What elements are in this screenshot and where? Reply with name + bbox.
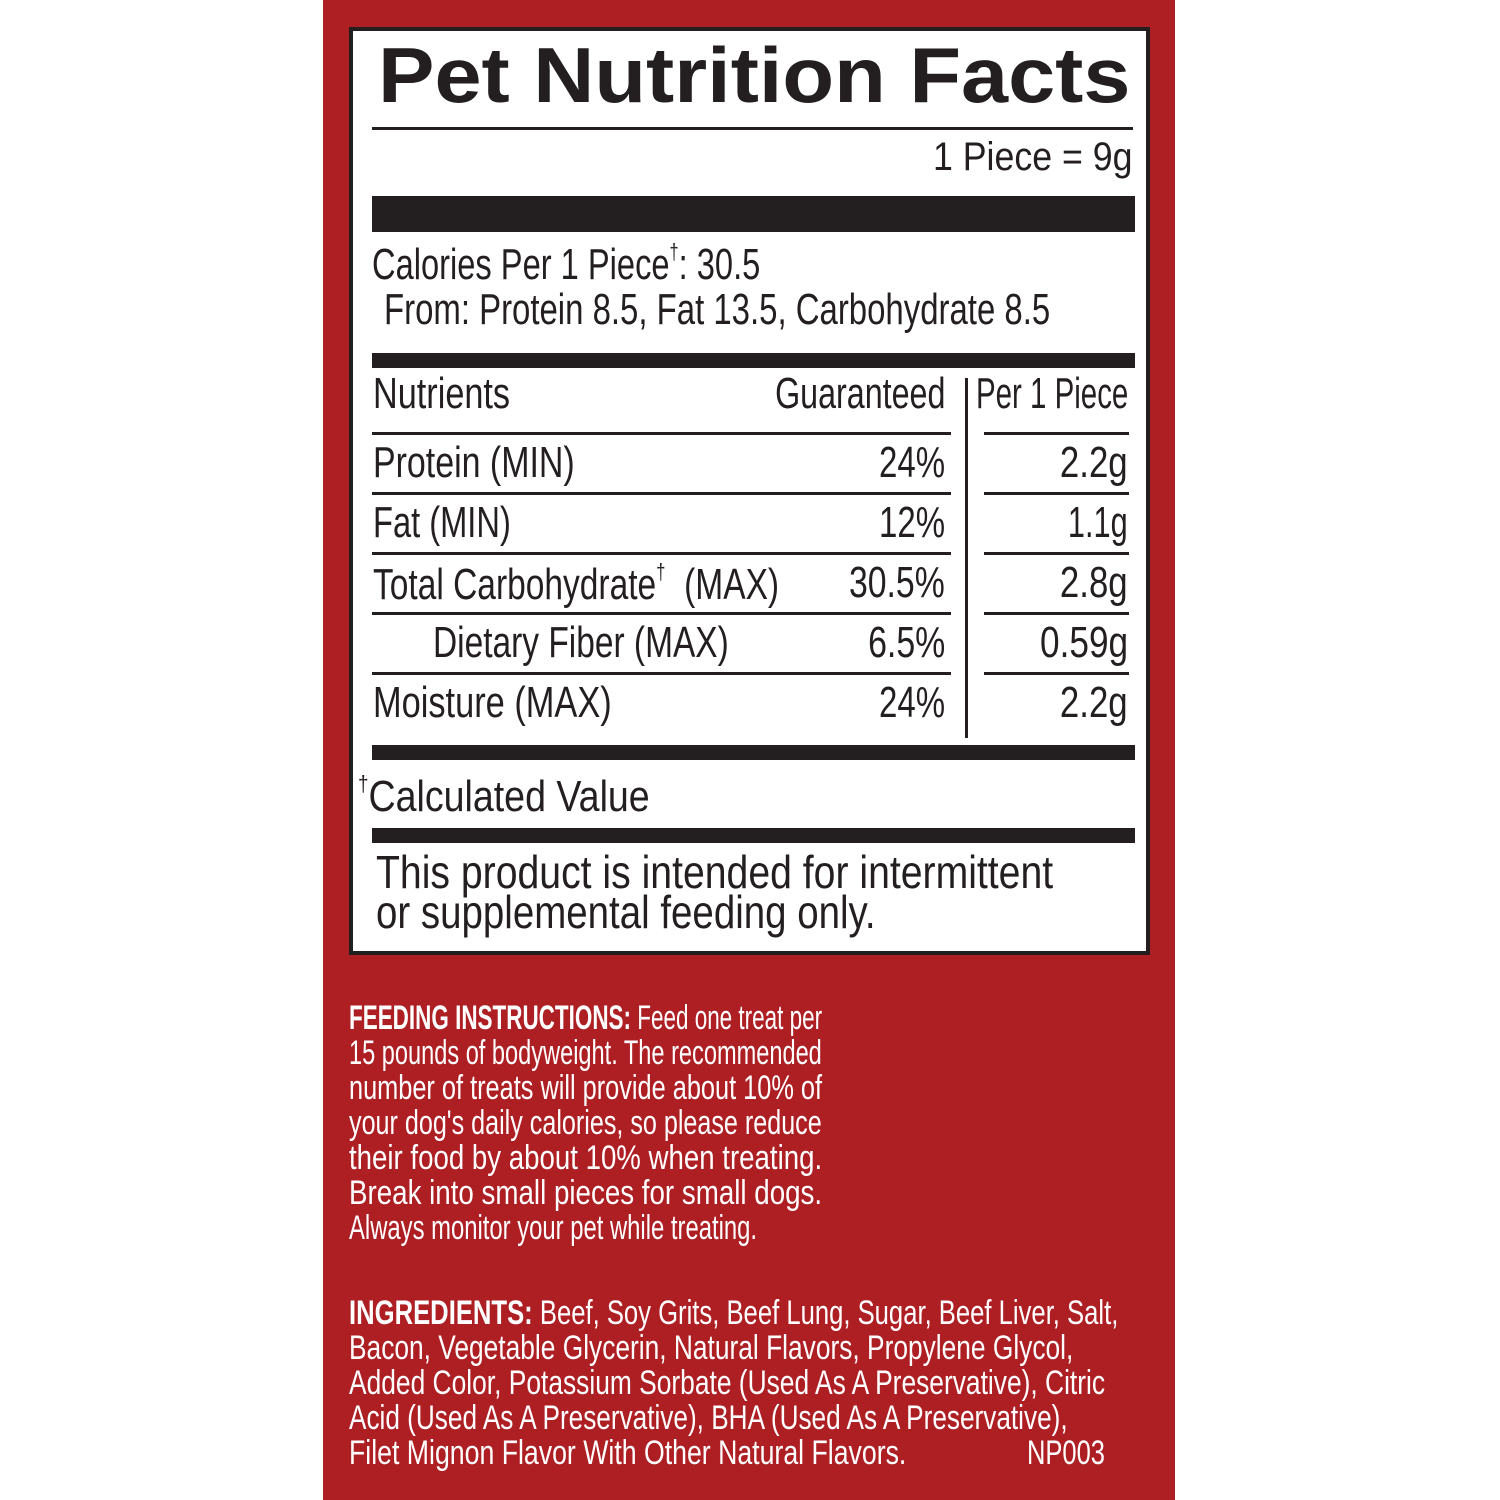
row-rule bbox=[372, 432, 951, 435]
footnote-calculated-value: †Calculated Value bbox=[358, 773, 650, 819]
calories-per-piece: Calories Per 1 Piece†: 30.5 bbox=[372, 241, 760, 287]
row-rule bbox=[372, 552, 951, 555]
guaranteed-value: 30.5% bbox=[849, 558, 945, 607]
per-piece-value: 0.59g bbox=[1039, 618, 1128, 667]
guaranteed-value: 24% bbox=[878, 438, 945, 487]
per-piece-value: 2.2g bbox=[1060, 678, 1128, 727]
feeding-heading: FEEDING INSTRUCTIONS: bbox=[349, 999, 632, 1037]
serving-size: 1 Piece = 9g bbox=[932, 135, 1132, 179]
nutrient-name: Dietary Fiber (MAX) bbox=[433, 618, 729, 667]
feeding-line: Break into small pieces for small dogs. bbox=[349, 1174, 823, 1212]
per-piece-value: 2.8g bbox=[1060, 558, 1128, 607]
feeding-line: your dog's daily calories, so please red… bbox=[349, 1104, 822, 1142]
nutrition-facts-box bbox=[349, 27, 1150, 955]
guaranteed-value: 6.5% bbox=[867, 618, 945, 667]
title-rule bbox=[372, 127, 1133, 130]
column-divider bbox=[965, 378, 968, 738]
feeding-line: FEEDING INSTRUCTIONS: Feed one treat per bbox=[349, 999, 823, 1037]
row-rule bbox=[984, 672, 1129, 675]
nutrient-name: Moisture (MAX) bbox=[373, 678, 612, 727]
nutrition-facts-title: Pet Nutrition Facts bbox=[378, 31, 1131, 119]
dagger-mark: † bbox=[358, 771, 369, 796]
row-rule bbox=[984, 432, 1129, 435]
dagger-mark: † bbox=[656, 559, 666, 584]
row-rule bbox=[372, 612, 951, 615]
header-nutrients: Nutrients bbox=[373, 369, 511, 418]
feeding-line: Always monitor your pet while treating. bbox=[349, 1209, 758, 1247]
calories-from: From: Protein 8.5, Fat 13.5, Carbohydrat… bbox=[384, 285, 1051, 334]
header-guaranteed: Guaranteed bbox=[774, 369, 945, 418]
guaranteed-value: 12% bbox=[878, 498, 945, 547]
feeding-line: 15 pounds of bodyweight. The recommended bbox=[349, 1034, 822, 1072]
thick-bar bbox=[372, 196, 1135, 232]
dagger-mark: † bbox=[669, 239, 679, 264]
medium-bar bbox=[372, 745, 1135, 760]
medium-bar bbox=[372, 353, 1135, 368]
nutrient-name: Total Carbohydrate† (MAX) bbox=[373, 559, 780, 609]
row-rule bbox=[372, 672, 951, 675]
row-rule bbox=[372, 492, 951, 495]
row-rule bbox=[984, 612, 1129, 615]
per-piece-value: 1.1g bbox=[1068, 498, 1128, 547]
ingredients-line: Added Color, Potassium Sorbate (Used As … bbox=[349, 1364, 1106, 1402]
ingredients-line: Bacon, Vegetable Glycerin, Natural Flavo… bbox=[349, 1329, 1074, 1367]
row-rule bbox=[984, 552, 1129, 555]
per-piece-value: 2.2g bbox=[1060, 438, 1128, 487]
ingredients-line: Filet Mignon Flavor With Other Natural F… bbox=[349, 1434, 907, 1472]
feeding-line: number of treats will provide about 10% … bbox=[349, 1069, 823, 1107]
nutrient-name: Fat (MIN) bbox=[373, 498, 511, 547]
feeding-line: their food by about 10% when treating. bbox=[349, 1139, 823, 1177]
calories-value: : 30.5 bbox=[678, 239, 761, 289]
ingredients-heading: INGREDIENTS: bbox=[349, 1294, 533, 1332]
ingredients-line: INGREDIENTS: Beef, Soy Grits, Beef Lung,… bbox=[349, 1294, 1119, 1332]
header-per-piece: Per 1 Piece bbox=[976, 369, 1129, 418]
disclaimer-line: or supplemental feeding only. bbox=[376, 886, 876, 938]
row-rule bbox=[984, 492, 1129, 495]
product-code: NP003 bbox=[1027, 1434, 1105, 1472]
medium-bar bbox=[372, 828, 1135, 843]
disclaimer-line: This product is intended for intermitten… bbox=[376, 846, 1054, 898]
nutrient-name: Protein (MIN) bbox=[373, 438, 575, 487]
guaranteed-value: 24% bbox=[878, 678, 945, 727]
footnote-text: Calculated Value bbox=[368, 771, 650, 821]
ingredients-line: Acid (Used As A Preservative), BHA (Used… bbox=[349, 1399, 1068, 1437]
calories-label: Calories Per 1 Piece bbox=[372, 239, 670, 289]
